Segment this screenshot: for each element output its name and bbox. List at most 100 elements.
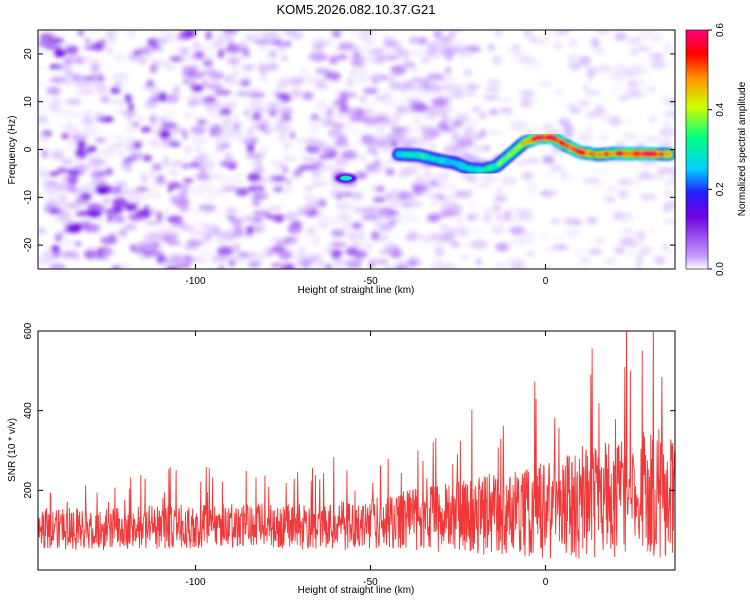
heatmap-cell [364, 121, 382, 127]
heatmap-cell [420, 135, 436, 142]
heatmap-cell [606, 187, 618, 192]
heatmap-cell [100, 96, 110, 103]
heatmap-cell [428, 144, 438, 150]
heatmap-cell [620, 214, 629, 223]
heatmap-cell [214, 132, 223, 138]
heatmap-cell [125, 125, 137, 134]
heatmap-cell [568, 61, 582, 71]
heatmap-cell [459, 255, 470, 260]
heatmap-cell [156, 181, 167, 187]
heatmap-cell [158, 92, 167, 102]
heatmap-cell [352, 242, 360, 248]
heatmap-cell [361, 135, 376, 146]
heatmap-cell [628, 239, 641, 248]
heatmap-cell [329, 55, 339, 65]
heatmap-cell [362, 108, 372, 117]
heatmap-cell [639, 245, 652, 256]
heatmap-cell [190, 75, 202, 81]
heatmap-cell [151, 163, 163, 171]
heatmap-cell [208, 229, 224, 236]
heatmap-cell [142, 154, 152, 162]
heatmap-cell [91, 159, 104, 169]
heatmap-cell [324, 71, 341, 80]
heatmap-cell [523, 30, 533, 37]
heatmap-cell [333, 263, 344, 269]
heatmap-cell [112, 88, 122, 94]
heatmap-cell [38, 118, 51, 128]
heatmap-cell [98, 73, 104, 82]
heatmap-cell [283, 211, 300, 220]
heatmap-cell [94, 137, 107, 143]
heatmap-cell [43, 187, 60, 196]
heatmap-cell [217, 48, 225, 59]
heatmap-cell [97, 217, 105, 225]
heatmap-cell [204, 120, 212, 130]
heatmap-cell [282, 141, 292, 150]
heatmap-cell [365, 56, 379, 64]
heatmap-cell [435, 246, 442, 256]
heatmap-cell [519, 89, 536, 96]
heatmap-cell [493, 195, 507, 203]
heatmap-cell [409, 48, 427, 58]
heatmap-cell [207, 83, 223, 91]
heatmap-cell [333, 90, 346, 95]
heatmap-cell [49, 263, 66, 269]
heatmap-cell [168, 169, 179, 177]
heatmap-cell [525, 251, 536, 257]
heatmap-cell [85, 246, 97, 252]
x-tick-label: -50 [363, 577, 378, 588]
heatmap-cell [178, 184, 191, 189]
heatmap-cell [121, 111, 138, 116]
heatmap-cell [390, 187, 401, 196]
heatmap-cell [566, 53, 581, 63]
heatmap-cell [341, 150, 358, 160]
heatmap-cell [316, 100, 327, 110]
heatmap-cell [403, 207, 410, 217]
heatmap-cell [220, 127, 237, 137]
heatmap-cell [285, 40, 291, 47]
heatmap-cell [471, 156, 488, 161]
heatmap-cell [134, 50, 141, 57]
heatmap-cell [299, 66, 309, 74]
heatmap-cell [207, 105, 217, 113]
heatmap-cell [266, 205, 277, 212]
heatmap-cell [244, 215, 251, 222]
heatmap-cell [248, 87, 262, 93]
heatmap-cell [470, 239, 488, 250]
heatmap-cell [263, 63, 279, 71]
heatmap-cell [114, 55, 129, 62]
heatmap-cell [133, 122, 139, 127]
heatmap-cell [192, 188, 206, 197]
heatmap-cell [582, 84, 589, 92]
x-tick-label: 0 [543, 577, 549, 588]
heatmap-cell [245, 153, 262, 158]
heatmap-cell [98, 170, 106, 178]
heatmap-cell [510, 215, 518, 222]
heatmap-cell [163, 63, 176, 71]
heatmap-cell [232, 115, 239, 121]
heatmap-cell [86, 251, 96, 257]
heatmap-cell [95, 185, 111, 195]
heatmap-cell [190, 58, 200, 66]
heatmap-cell [351, 222, 363, 230]
heatmap-cell [125, 30, 138, 36]
heatmap-cell [459, 81, 473, 92]
heatmap-cell [180, 30, 196, 39]
heatmap-cell [273, 115, 286, 121]
heatmap-cell [424, 171, 431, 177]
heatmap-cell [635, 46, 652, 51]
heatmap-cell [148, 236, 166, 244]
heatmap-cell [493, 205, 501, 211]
heatmap-cell [310, 181, 328, 187]
heatmap-cell [61, 132, 70, 140]
heatmap-cell [180, 56, 189, 67]
heatmap-cell [480, 129, 487, 138]
heatmap-cell [411, 161, 426, 167]
heatmap-cell [403, 104, 411, 115]
heatmap-cell [215, 144, 227, 152]
heatmap-cell [604, 196, 616, 203]
heatmap-cell [65, 121, 73, 132]
heatmap-cell [667, 127, 675, 136]
heatmap-cell [147, 38, 158, 47]
heatmap-cell [649, 116, 656, 123]
